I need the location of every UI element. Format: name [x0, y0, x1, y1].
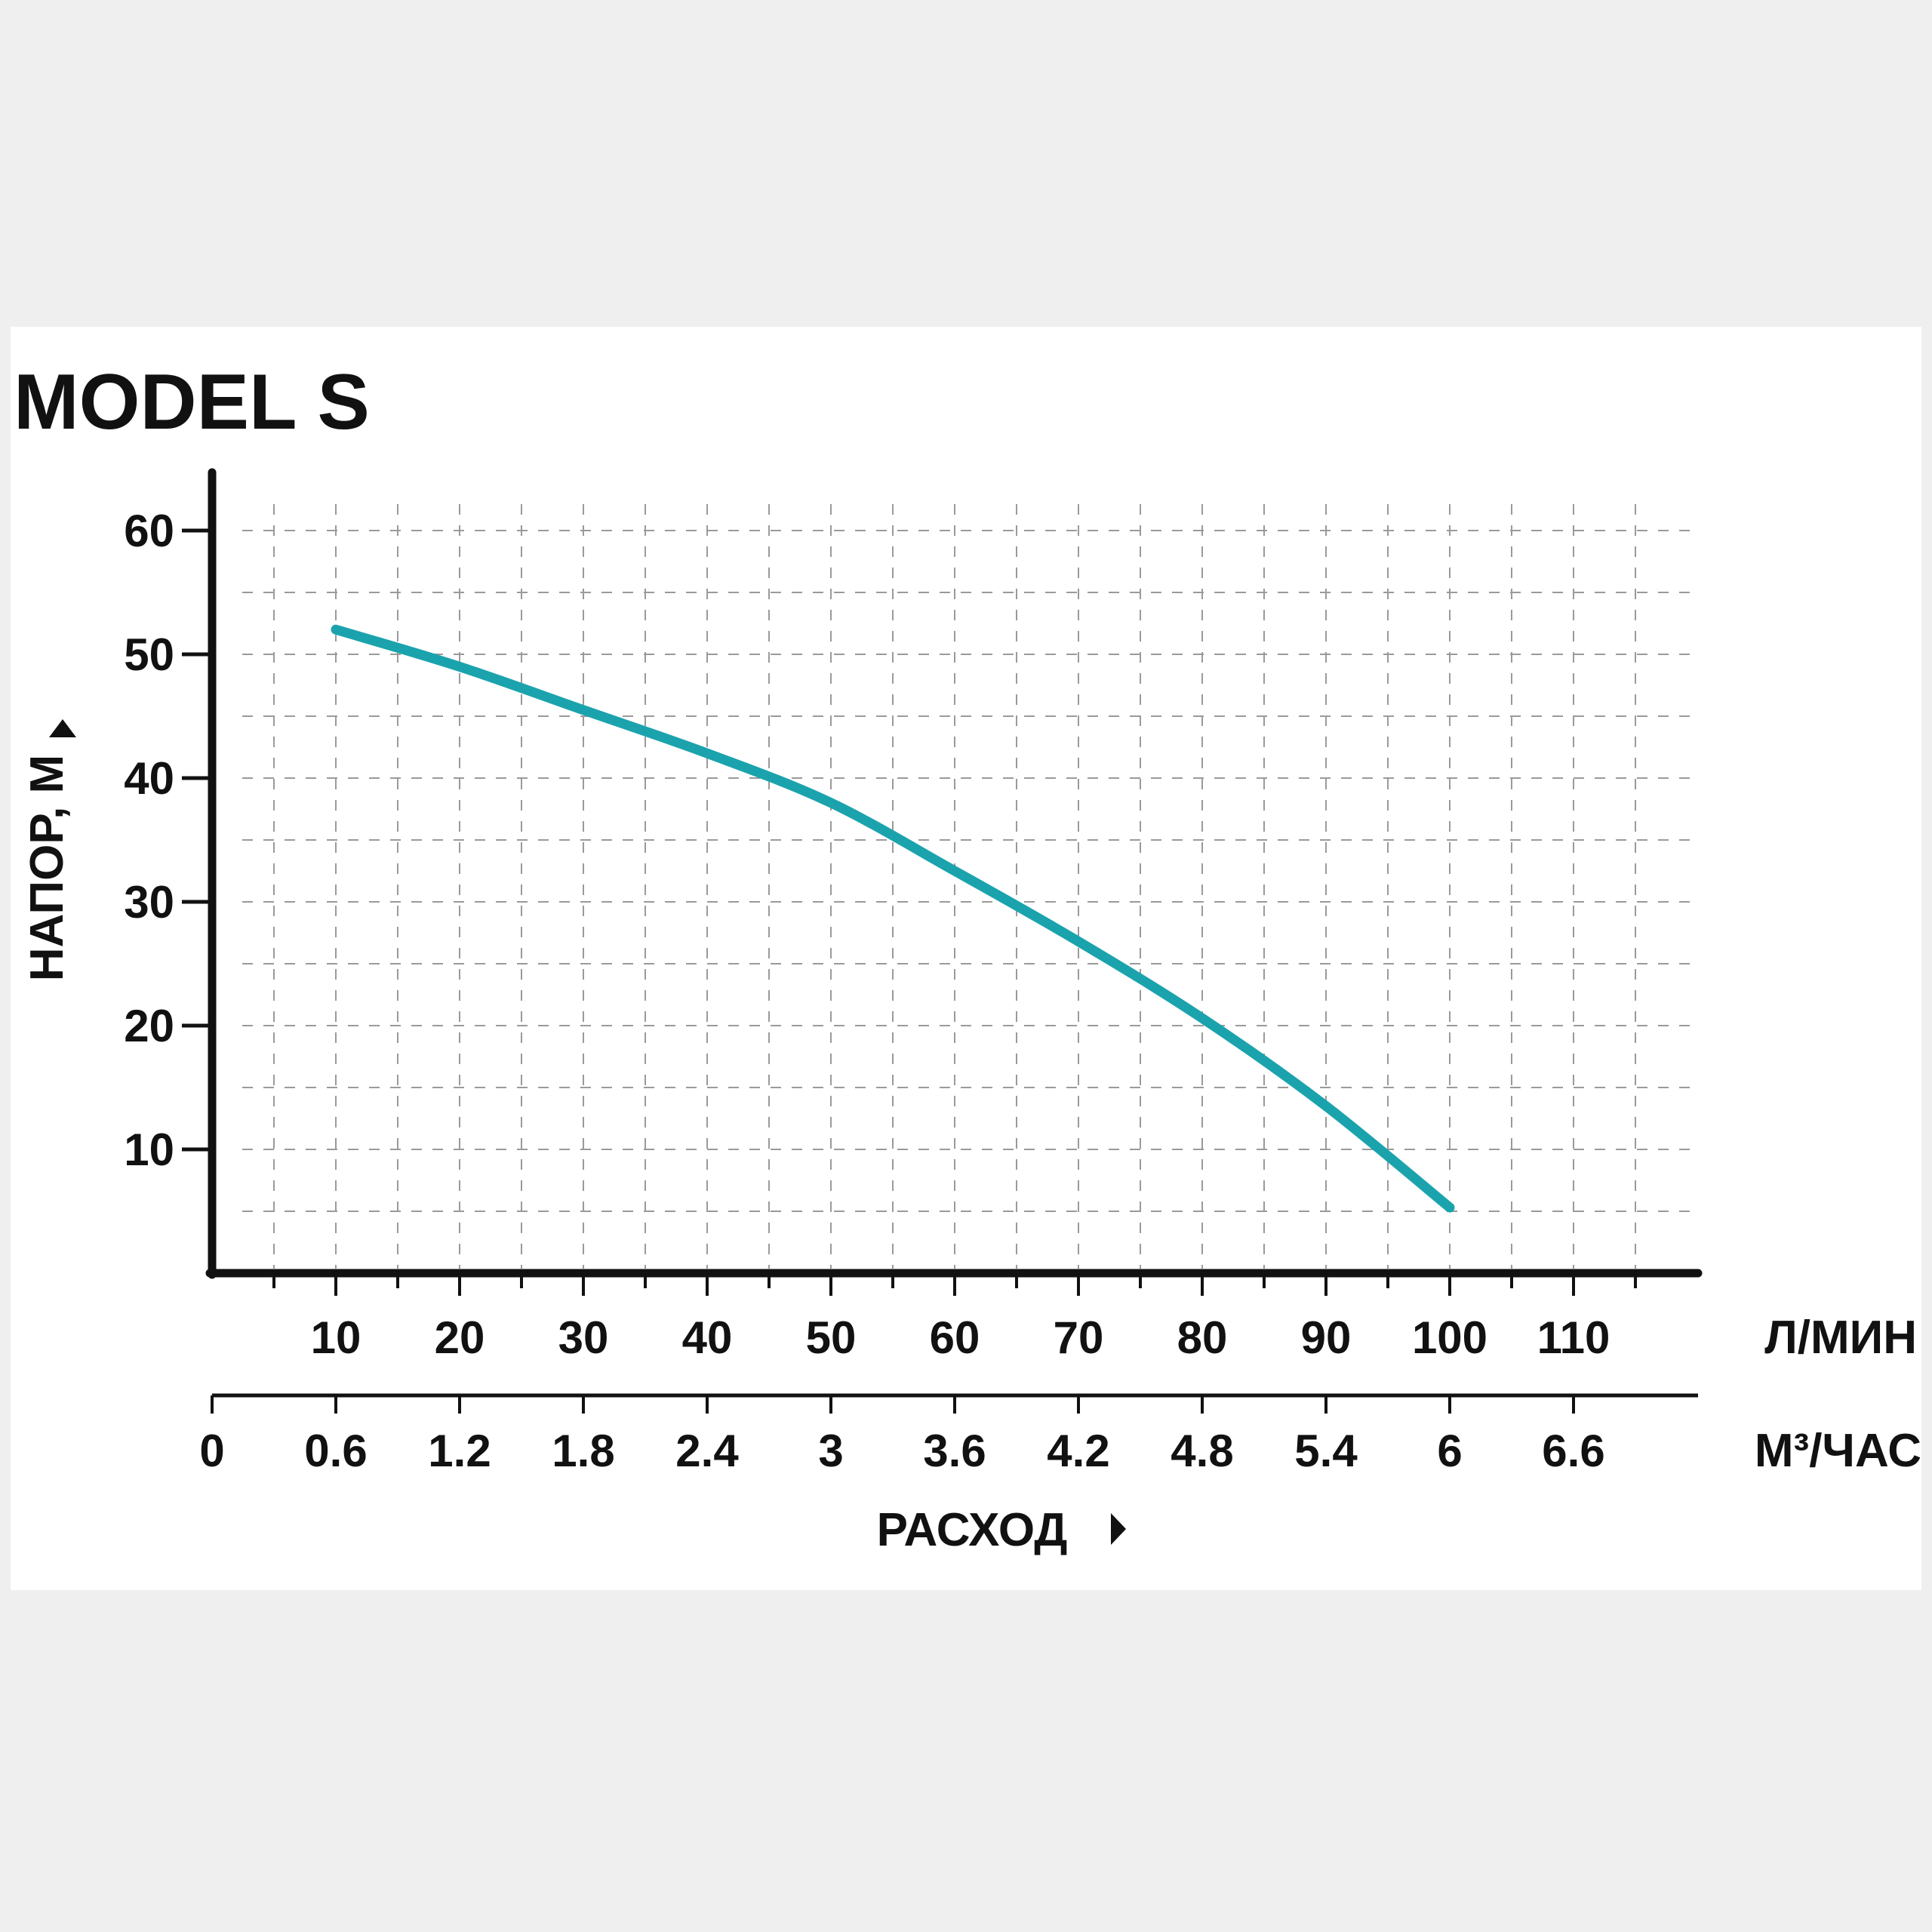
x-secondary-tick-label: 1.8 [552, 1426, 614, 1476]
x-secondary-tick-label: 4.2 [1047, 1426, 1109, 1476]
x-primary-unit: Л/МИН [1764, 1312, 1917, 1364]
y-tick-label: 50 [124, 629, 174, 680]
y-tick-label: 30 [124, 877, 174, 928]
x-secondary-tick-label: 2.4 [675, 1426, 739, 1476]
x-primary-tick-label: 70 [1054, 1312, 1104, 1363]
grid [242, 504, 1690, 1269]
x-secondary-tick-label: 0 [199, 1426, 224, 1476]
x-secondary-tick-label: 5.4 [1294, 1426, 1358, 1476]
x-secondary-unit: М³/ЧАС [1755, 1425, 1921, 1477]
data-point [1325, 1106, 1327, 1107]
x-primary-tick-label: 40 [682, 1312, 733, 1363]
x-secondary-tick-label: 0.6 [304, 1426, 367, 1476]
x-primary-tick-label: 80 [1177, 1312, 1228, 1363]
y-tick-label: 10 [124, 1124, 174, 1175]
data-point [583, 709, 584, 711]
series [331, 624, 1455, 1213]
x-secondary-tick-label: 6.6 [1542, 1426, 1604, 1476]
data-point [1449, 1207, 1451, 1208]
y-axis-arrow-icon [49, 719, 76, 737]
data-point [954, 870, 955, 872]
y-tick-label: 20 [124, 1001, 174, 1051]
x-secondary-tick-label: 6 [1437, 1426, 1462, 1476]
series-line [331, 624, 1455, 1213]
y-axis-label: НАПОР, М [21, 755, 73, 981]
y-tick-label: 60 [124, 506, 174, 556]
chart-card [11, 327, 1921, 1590]
x-primary-tick-label: 30 [558, 1312, 609, 1363]
axes [49, 468, 1703, 1545]
data-point [1201, 1017, 1203, 1019]
data-point [706, 752, 708, 754]
x-primary-tick-label: 50 [806, 1312, 857, 1363]
x-primary-tick-label: 90 [1301, 1312, 1352, 1363]
x-secondary-tick-label: 3 [818, 1426, 843, 1476]
x-secondary-tick-label: 3.6 [923, 1426, 986, 1476]
x-primary-tick-label: 110 [1537, 1312, 1611, 1363]
x-axis-label: РАСХОД [877, 1504, 1068, 1556]
x-primary-tick-label: 60 [930, 1312, 980, 1363]
data-point [830, 802, 832, 804]
x-secondary-tick-label: 4.8 [1171, 1426, 1233, 1476]
data-point [1078, 940, 1079, 942]
x-primary-tick-label: 100 [1412, 1312, 1487, 1363]
data-point [335, 629, 337, 630]
x-primary-tick-label: 20 [435, 1312, 485, 1363]
data-point [459, 666, 460, 667]
chart-title: MODEL S [14, 358, 370, 446]
x-secondary-tick-label: 1.2 [428, 1426, 491, 1476]
y-tick-label: 40 [124, 753, 174, 804]
x-axis-arrow-icon [1111, 1513, 1126, 1545]
x-primary-tick-label: 10 [311, 1312, 361, 1363]
labels: MODEL S НАПОР, М РАСХОД Л/МИН М³/ЧАС 10 2… [14, 358, 1921, 1556]
